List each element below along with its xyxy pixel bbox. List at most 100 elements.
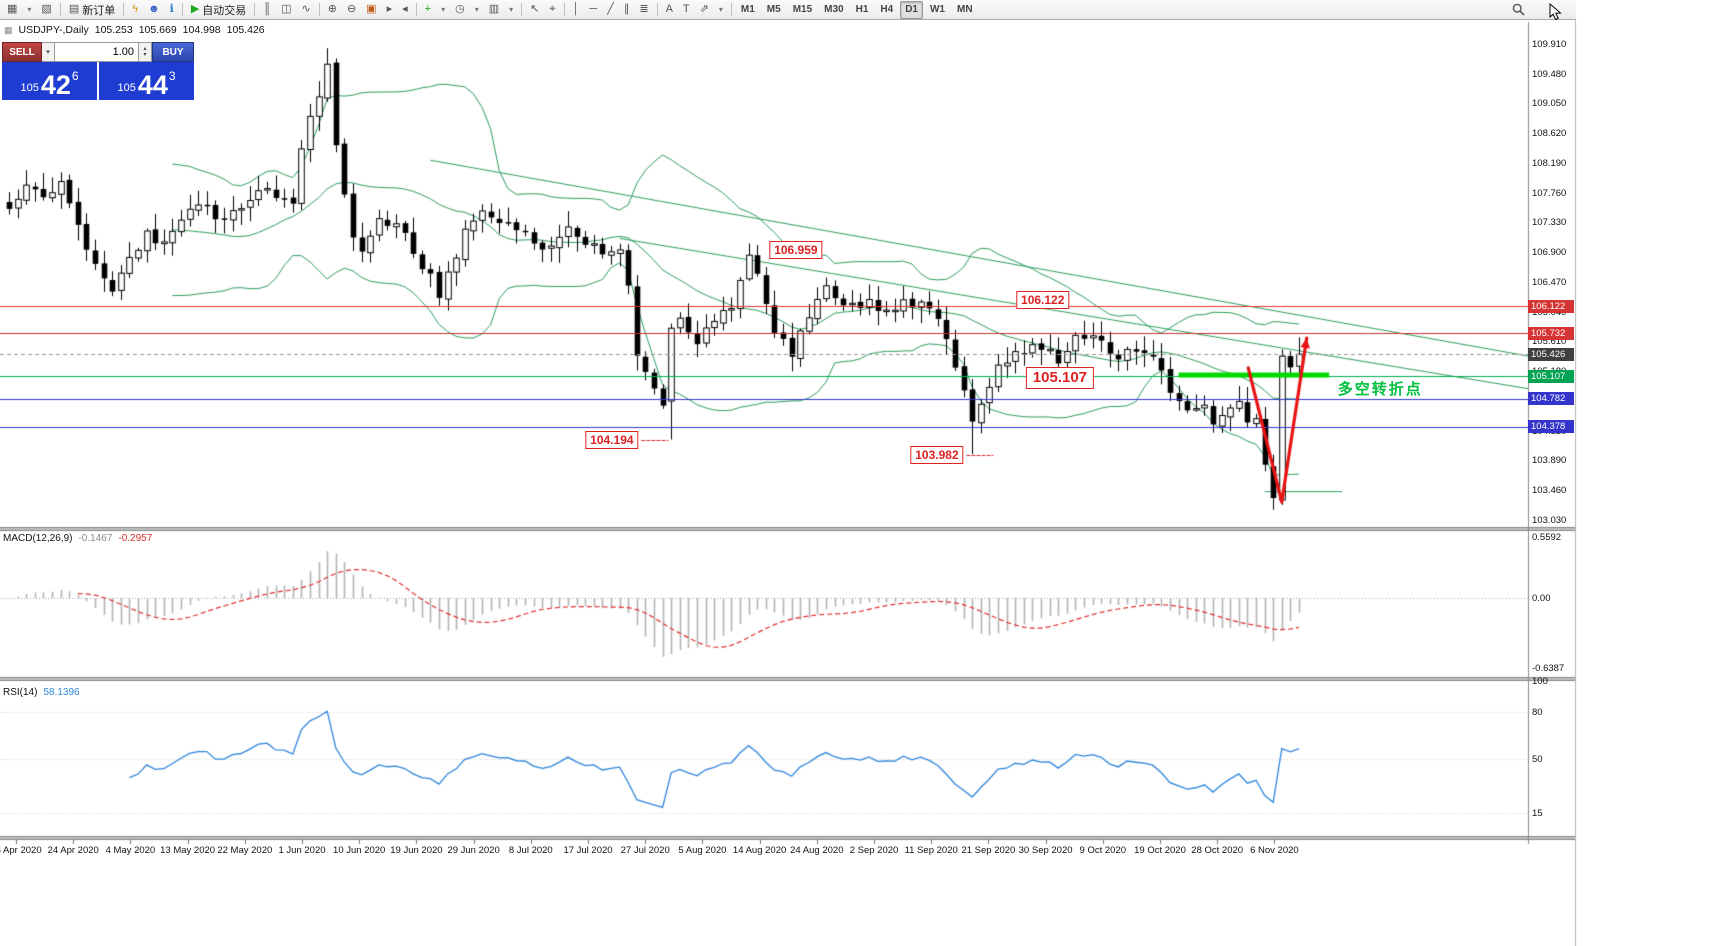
text-tool-icon: A — [665, 3, 673, 15]
timeframe-m5-button[interactable]: M5 — [766, 4, 781, 15]
autotrading-button[interactable]: ▶ 自动交易 — [187, 0, 250, 19]
chart-bars-icon[interactable]: ║ — [259, 0, 275, 19]
timeframe-mn-button[interactable]: MN — [956, 4, 973, 15]
zoom-out-icon[interactable]: ⊖ — [343, 0, 360, 19]
crosshair-tool-icon[interactable]: ⌖ — [545, 0, 559, 19]
new-order-button[interactable]: ▤ 新订单 — [65, 0, 119, 19]
date-label: 22 May 2020 — [217, 845, 273, 856]
macd-axis-label: -0.6387 — [1532, 662, 1565, 674]
annotation-bull-bear-turning-point[interactable]: 多空转折点 — [1337, 381, 1423, 399]
macd-indicator-label: MACD(12,26,9) -0.1467 -0.2957 — [3, 533, 152, 544]
chart-low-value: 104.998 — [182, 24, 221, 36]
autotrading-button-label: 自动交易 — [202, 4, 247, 17]
macd-axis-label: 0.00 — [1532, 593, 1551, 604]
toolbar-separator — [59, 3, 61, 16]
callout-106-122[interactable]: 106.122 — [1016, 290, 1070, 309]
volume-dropdown-icon[interactable]: ▾ — [42, 42, 55, 62]
callout-104-194[interactable]: 104.194 — [585, 430, 639, 449]
trendline-tool-icon[interactable]: ╱ — [603, 0, 618, 19]
timeframe-h1-button[interactable]: H1 — [855, 4, 869, 15]
text-tool-icon[interactable]: A — [662, 0, 677, 19]
sell-button[interactable]: SELL — [2, 42, 42, 62]
indicators-dropdown-icon: ▾ — [441, 5, 446, 14]
periods-dropdown-icon[interactable]: ▾ — [471, 0, 483, 19]
periods-dropdown-icon: ▾ — [474, 5, 479, 14]
price-axis-label: 109.910 — [1532, 39, 1567, 50]
profile-icon[interactable]: ▧ — [37, 0, 55, 19]
chart-shift-icon[interactable]: ◂ — [398, 0, 412, 19]
market-watch-icon[interactable]: ☻ — [144, 0, 164, 19]
volume-input[interactable]: 1.00 — [55, 42, 139, 62]
zoom-in-icon[interactable]: ⊕ — [324, 0, 341, 19]
sell-price-display[interactable]: 105 42 6 — [2, 62, 97, 100]
chart-title-icon: ▦ — [4, 24, 13, 35]
macd-axis-label: 0.5592 — [1532, 532, 1562, 543]
horizontal-line-tool-icon[interactable]: ─ — [585, 0, 601, 19]
date-label: 5 Aug 2020 — [678, 845, 727, 856]
chart-close-value: 105.426 — [226, 24, 265, 36]
tile-windows-icon: ▣ — [366, 3, 377, 15]
periods-icon[interactable]: ◷ — [451, 0, 469, 19]
chart-candles-icon: ◫ — [281, 3, 292, 15]
price-axis-label: 106.470 — [1532, 276, 1567, 288]
timeframe-w1-button[interactable]: W1 — [929, 4, 945, 15]
channel-tool-icon[interactable]: ∥ — [620, 0, 634, 19]
timeframe-d1-button[interactable]: D1 — [900, 0, 923, 19]
timeframe-m15-button[interactable]: M15 — [792, 4, 813, 15]
toolbar-items: ▦ ▾ ▧ ▤ 新订单 ϟ ☻ ℹ ▶ 自动交易 ║ ◫ ∿ ⊕ ⊖ ▣ ▸ ◂ + ▾ ◷ ▾ ▥ ▾ ↖ ⌖ │ ─ ╱ ∥ ≣ A T ⇗ ▾… — [0, 0, 1507, 19]
rsi-axis-label: 80 — [1532, 707, 1543, 718]
volume-stepper[interactable]: ▴ ▾ — [139, 42, 152, 62]
chart-shift-icon: ◂ — [402, 3, 408, 15]
charts-dropdown-icon[interactable]: ▾ — [23, 0, 35, 19]
shapes-dropdown-icon[interactable]: ▾ — [715, 0, 727, 19]
date-label: 19 Oct 2020 — [1134, 845, 1186, 856]
timeframe-m30-button[interactable]: M30 — [824, 4, 844, 15]
charts-icon[interactable]: ▦ — [3, 0, 21, 19]
date-label: 13 May 2020 — [160, 845, 216, 856]
new-order-button-label: 新订单 — [82, 4, 116, 17]
new-order-button: ▤ — [68, 3, 80, 15]
profile-icon: ▧ — [41, 3, 52, 15]
data-window-icon[interactable]: ℹ — [166, 0, 178, 19]
trendline-tool-icon: ╱ — [607, 3, 614, 15]
zoom-out-icon: ⊖ — [346, 3, 357, 15]
arrow-tool-icon[interactable]: ⇗ — [696, 0, 713, 19]
stepper-up-icon[interactable]: ▴ — [143, 46, 147, 52]
fibonacci-tool-icon[interactable]: ≣ — [635, 0, 652, 19]
cursor-tool-icon: ↖ — [530, 3, 540, 15]
vertical-line-tool-icon: │ — [572, 3, 580, 15]
vertical-line-tool-icon[interactable]: │ — [569, 0, 584, 19]
date-label: 8 Jul 2020 — [508, 845, 553, 856]
date-label: 28 Oct 2020 — [1191, 845, 1244, 856]
auto-scroll-icon[interactable]: ▸ — [383, 0, 397, 19]
callout-106-959[interactable]: 106.959 — [769, 241, 823, 260]
search-icon[interactable] — [1508, 0, 1529, 19]
chart-line-icon[interactable]: ∿ — [298, 0, 315, 19]
price-axis-label: 108.620 — [1532, 128, 1567, 140]
callout-105-107[interactable]: 105.107 — [1025, 367, 1095, 390]
templates-icon[interactable]: ▥ — [485, 0, 503, 19]
buy-button[interactable]: BUY — [152, 42, 194, 62]
toolbar-separator — [254, 3, 256, 16]
tile-windows-icon[interactable]: ▣ — [362, 0, 380, 19]
quick-trade-icon[interactable]: ϟ — [128, 0, 142, 19]
chart-candles-icon[interactable]: ◫ — [277, 0, 295, 19]
label-tool-icon[interactable]: T — [679, 0, 694, 19]
buy-price-display[interactable]: 105 44 3 — [99, 62, 194, 100]
indicators-dropdown-icon[interactable]: ▾ — [437, 0, 449, 19]
templates-dropdown-icon[interactable]: ▾ — [505, 0, 517, 19]
macd-main-value: -0.1467 — [78, 533, 113, 544]
rsi-axis-label: 15 — [1532, 807, 1543, 819]
toolbar-separator — [521, 3, 523, 16]
timeframe-m1-button[interactable]: M1 — [740, 4, 755, 15]
callout-103-982[interactable]: 103.982 — [910, 445, 964, 464]
stepper-down-icon[interactable]: ▾ — [143, 52, 147, 58]
cursor-tool-icon[interactable]: ↖ — [526, 0, 543, 19]
date-label: 14 Aug 2020 — [732, 845, 787, 856]
indicators-icon[interactable]: + — [421, 0, 435, 19]
date-label: 21 Sep 2020 — [961, 845, 1016, 856]
price-axis-label: 109.050 — [1532, 98, 1567, 110]
timeframe-h4-button[interactable]: H4 — [880, 4, 894, 15]
